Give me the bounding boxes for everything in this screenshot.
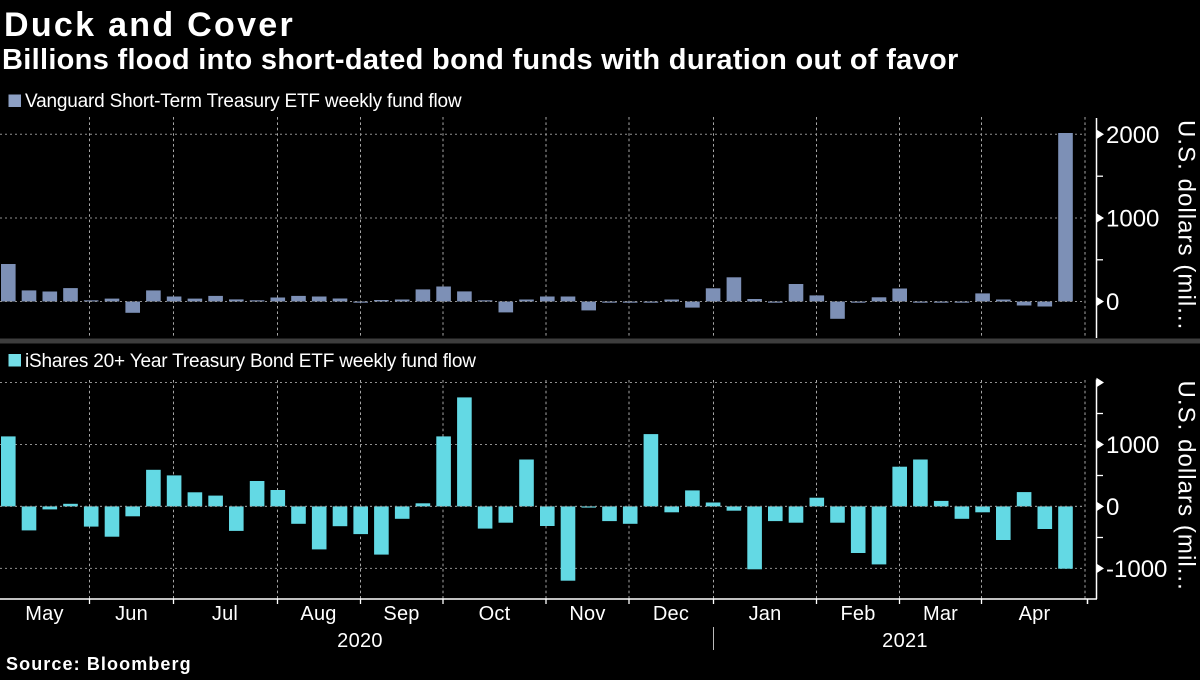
svg-text:Duck and Cover: Duck and Cover bbox=[4, 6, 295, 44]
svg-text:Billions flood into short-date: Billions flood into short-dated bond fun… bbox=[2, 44, 959, 76]
svg-text:Dec: Dec bbox=[653, 603, 689, 625]
svg-text:Aug: Aug bbox=[300, 603, 336, 625]
svg-text:2020: 2020 bbox=[337, 630, 383, 652]
svg-text:-1000: -1000 bbox=[1106, 556, 1167, 583]
svg-text:U.S. dollars (mil...: U.S. dollars (mil... bbox=[1173, 381, 1200, 591]
svg-text:Feb: Feb bbox=[840, 603, 875, 625]
svg-text:Jul: Jul bbox=[212, 603, 238, 625]
svg-text:1000: 1000 bbox=[1106, 432, 1159, 459]
svg-text:Apr: Apr bbox=[1019, 603, 1051, 625]
svg-text:0: 0 bbox=[1106, 289, 1119, 316]
svg-text:iShares 20+ Year Treasury Bond: iShares 20+ Year Treasury Bond ETF weekl… bbox=[25, 351, 476, 372]
svg-text:May: May bbox=[25, 603, 63, 625]
svg-text:2021: 2021 bbox=[882, 630, 928, 652]
svg-text:2000: 2000 bbox=[1106, 122, 1159, 149]
svg-text:Oct: Oct bbox=[479, 603, 511, 625]
svg-text:U.S. dollars (mil...: U.S. dollars (mil... bbox=[1173, 120, 1200, 330]
svg-text:Jan: Jan bbox=[749, 603, 782, 625]
svg-text:Source: Bloomberg: Source: Bloomberg bbox=[6, 654, 192, 674]
svg-text:Vanguard Short-Term Treasury E: Vanguard Short-Term Treasury ETF weekly … bbox=[25, 91, 462, 112]
svg-text:Mar: Mar bbox=[923, 603, 958, 625]
svg-text:0: 0 bbox=[1106, 494, 1119, 521]
svg-text:Jun: Jun bbox=[115, 603, 148, 625]
svg-text:Sep: Sep bbox=[383, 603, 419, 625]
svg-text:Nov: Nov bbox=[569, 603, 605, 625]
svg-text:1000: 1000 bbox=[1106, 206, 1159, 233]
